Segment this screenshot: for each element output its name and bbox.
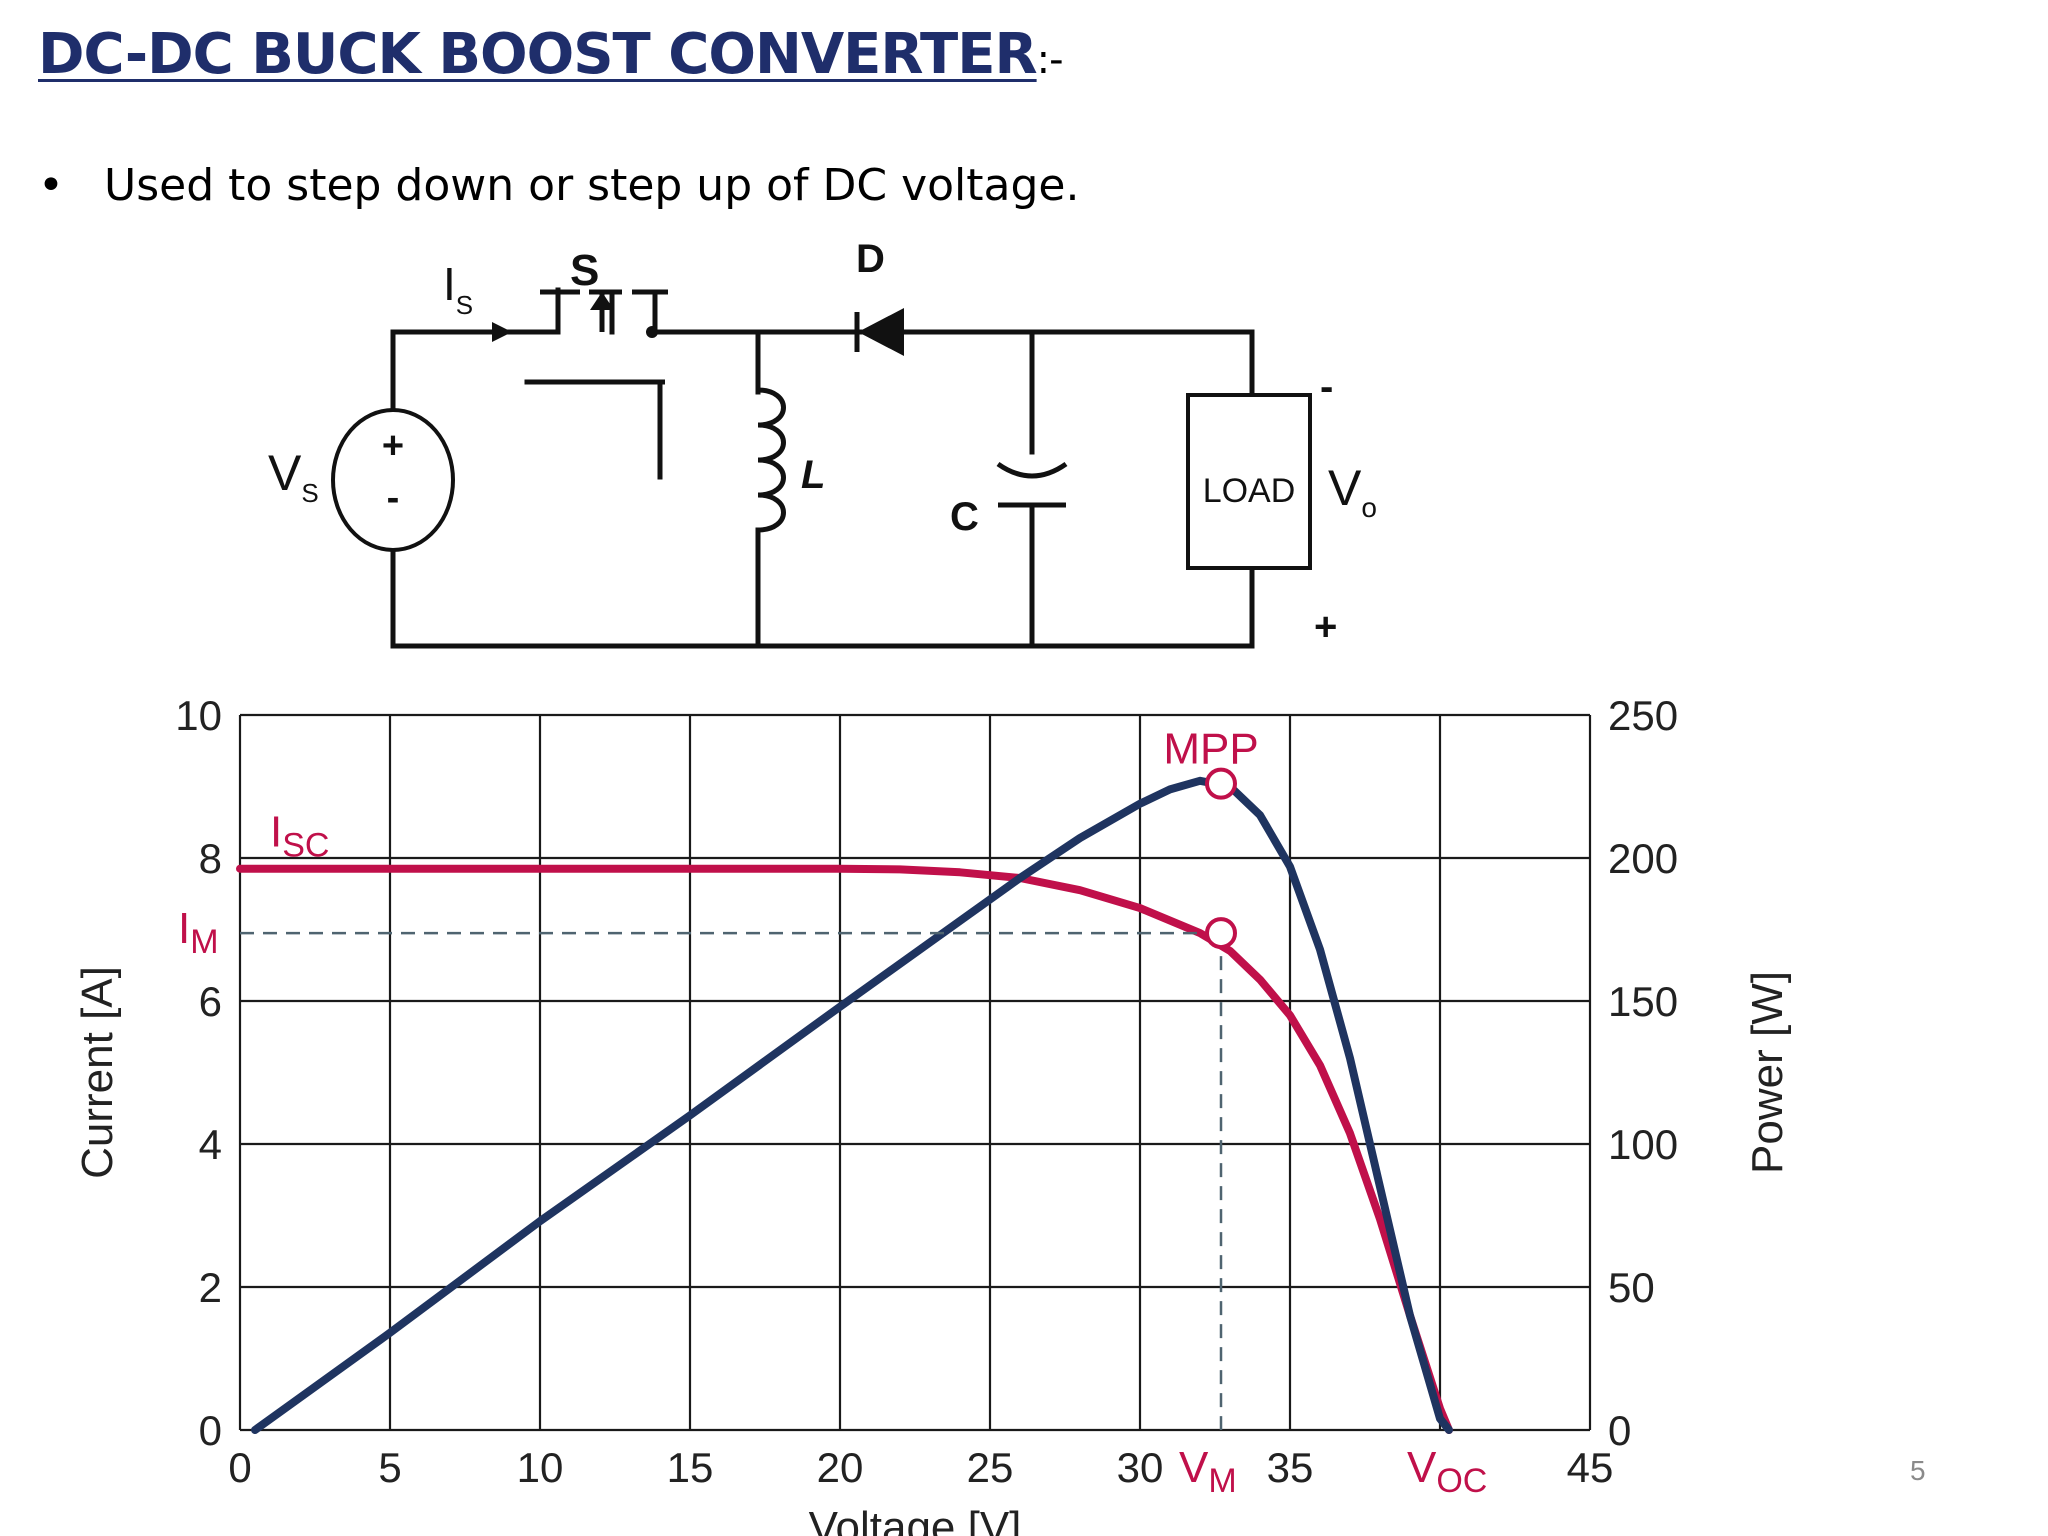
- chart-series: [236, 776, 1453, 1434]
- vm-label: VM: [1179, 1443, 1237, 1500]
- iv-pv-curve-chart: 0 5 10 15 20 25 30 35 450246810050100150200250Vo…: [73, 692, 1792, 1536]
- x-tick-label: 45: [1567, 1444, 1614, 1491]
- x-tick-label: 0: [228, 1444, 251, 1491]
- x-tick-label: 30: [1117, 1444, 1164, 1491]
- y-left-tick-label: 2: [199, 1264, 222, 1311]
- buck-boost-circuit-diagram: + - LOAD VS IS S D L C Vo - +: [268, 240, 1377, 649]
- inductor-label: L: [801, 453, 825, 497]
- im-marker: [1205, 917, 1237, 950]
- output-plus-sign: +: [1314, 605, 1337, 649]
- y-left-tick-label: 0: [199, 1407, 222, 1454]
- current-arrow-icon: [492, 322, 512, 342]
- switch-label: S: [570, 246, 599, 295]
- y-right-tick-label: 50: [1608, 1264, 1655, 1311]
- y-left-tick-label: 4: [199, 1121, 222, 1168]
- im-label: IM: [178, 904, 219, 961]
- mpp-marker: [1205, 767, 1237, 800]
- load-label: LOAD: [1203, 472, 1296, 510]
- x-tick-label: 5: [378, 1444, 401, 1491]
- x-tick-label: 35: [1267, 1444, 1314, 1491]
- chart-ticks: 0 5 10 15 20 25 30 35 450246810050100150200250Vo…: [73, 692, 1792, 1536]
- bullet-item: • Used to step down or step up of DC volt…: [38, 160, 1079, 211]
- y-left-tick-label: 6: [199, 978, 222, 1025]
- vo-label: Vo: [1328, 460, 1377, 523]
- x-axis-label: Voltage [V]: [809, 1503, 1022, 1536]
- chart-annotations: MPP ISC IM VM VOC: [178, 725, 1487, 1500]
- bullet-text: Used to step down or step up of DC volta…: [104, 160, 1080, 211]
- x-tick-label: 25: [967, 1444, 1014, 1491]
- x-tick-label: 15: [667, 1444, 714, 1491]
- diode-icon: [854, 308, 904, 356]
- page-number: 5: [1910, 1455, 1926, 1486]
- y-left-tick-label: 8: [199, 835, 222, 882]
- slide-title: DC-DC BUCK BOOST CONVERTER:-: [38, 22, 1064, 87]
- vs-label: VS: [268, 445, 319, 508]
- y-right-tick-label: 100: [1608, 1121, 1678, 1168]
- diode-label: D: [856, 240, 885, 281]
- y-right-tick-label: 150: [1608, 978, 1678, 1025]
- source-minus-sign: -: [387, 477, 400, 519]
- current-curve: [236, 864, 1453, 1434]
- source-icon: + -: [331, 408, 455, 552]
- title-suffix: :-: [1036, 37, 1064, 83]
- inductor-icon: [757, 387, 786, 533]
- bullet-marker: •: [38, 160, 64, 211]
- load-box: LOAD: [1186, 393, 1312, 570]
- y-right-tick-label: 0: [1608, 1407, 1631, 1454]
- y-right-tick-label: 250: [1608, 692, 1678, 739]
- chart-grid: [238, 713, 1592, 1432]
- source-plus-sign: +: [382, 425, 404, 467]
- title-text: DC-DC BUCK BOOST CONVERTER: [38, 22, 1038, 87]
- x-tick-label: 10: [517, 1444, 564, 1491]
- y-left-tick-label: 10: [175, 692, 222, 739]
- isc-label: ISC: [270, 808, 329, 865]
- y-left-axis-label: Current [A]: [73, 966, 122, 1179]
- x-tick-label: 20: [817, 1444, 864, 1491]
- mosfet-switch-icon: [540, 289, 668, 385]
- power-curve: [251, 776, 1453, 1434]
- y-right-axis-label: Power [W]: [1743, 971, 1792, 1174]
- output-minus-sign: -: [1320, 365, 1333, 409]
- is-label: IS: [443, 258, 473, 320]
- voc-label: VOC: [1407, 1443, 1487, 1500]
- mpp-label: MPP: [1163, 725, 1258, 774]
- y-right-tick-label: 200: [1608, 835, 1678, 882]
- capacitor-label: C: [950, 495, 979, 539]
- capacitor-icon: [996, 461, 1068, 508]
